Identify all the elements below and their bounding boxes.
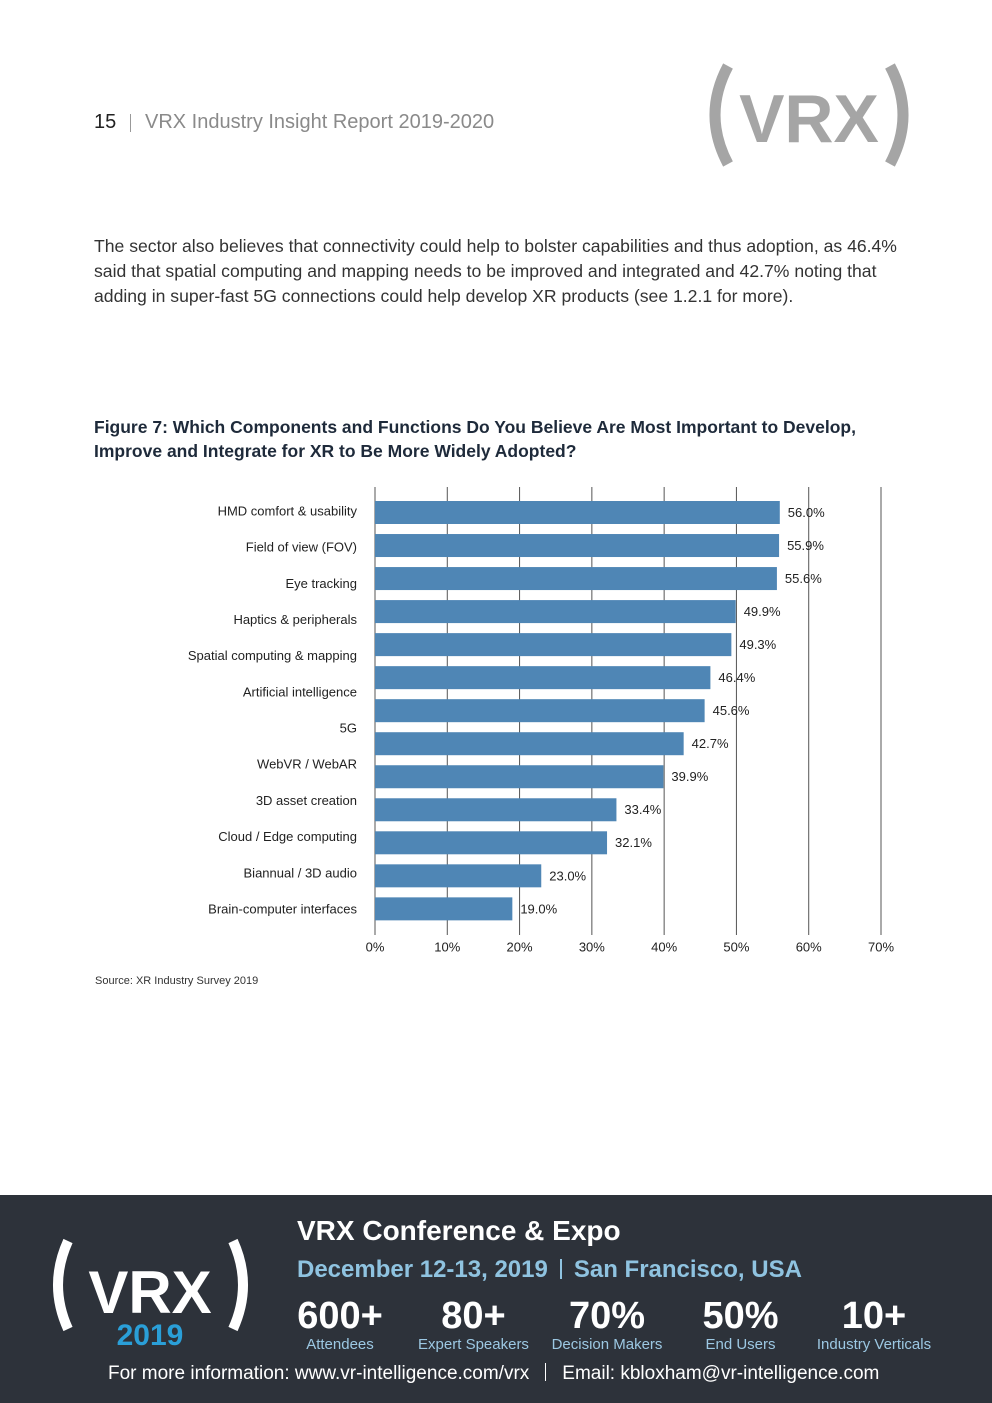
header-logo: VRX: [709, 63, 909, 167]
y-tick-label: Field of view (FOV): [246, 540, 357, 555]
value-label: 46.4%: [718, 670, 755, 685]
separator: [130, 114, 131, 132]
value-label: 55.9%: [787, 538, 824, 553]
event-location: San Francisco, USA: [573, 1256, 802, 1283]
event-dates: December 12-13, 2019: [297, 1256, 548, 1283]
footer: VRX 2019 VRX Conference & Expo December …: [0, 1195, 992, 1403]
bar: [375, 600, 736, 624]
x-tick-label: 50%: [723, 939, 749, 954]
y-tick-label: 3D asset creation: [256, 793, 357, 808]
bar: [375, 567, 777, 591]
x-tick-label: 0%: [366, 939, 385, 954]
chart-title: Figure 7: Which Components and Functions…: [94, 417, 856, 461]
logo-paren: [228, 1238, 248, 1332]
y-tick-label: 5G: [340, 721, 357, 736]
y-tick-label: Haptics & peripherals: [233, 612, 357, 627]
logo-paren: [885, 63, 909, 167]
x-tick-label: 60%: [796, 939, 822, 954]
stat: 600+ Attendees: [270, 1295, 410, 1353]
value-label: 49.3%: [739, 637, 776, 652]
bar: [375, 831, 608, 855]
stat-value: 10+: [841, 1295, 907, 1337]
value-label: 55.6%: [785, 571, 822, 586]
stat-value: 70%: [568, 1295, 646, 1337]
bar: [375, 633, 732, 657]
stat: 50% End Users: [671, 1295, 811, 1353]
stat: 10+ Industry Verticals: [804, 1295, 944, 1353]
x-tick-label: 20%: [507, 939, 533, 954]
intro-paragraph: The sector also believes that connectivi…: [94, 236, 897, 306]
bar: [375, 732, 684, 756]
y-tick-label: WebVR / WebAR: [257, 757, 357, 772]
stat-value: 80+: [441, 1295, 506, 1337]
value-label: 56.0%: [788, 505, 825, 520]
stat-label: Expert Speakers: [418, 1336, 529, 1353]
stat: 80+ Expert Speakers: [404, 1295, 544, 1353]
stat-value: 50%: [702, 1295, 779, 1337]
bar: [375, 666, 711, 690]
bar: [375, 897, 513, 921]
y-tick-label: Eye tracking: [285, 576, 357, 591]
x-tick-label: 30%: [579, 939, 605, 954]
stat-label: Decision Makers: [551, 1336, 663, 1353]
value-label: 39.9%: [671, 769, 708, 784]
stat-label: Industry Verticals: [816, 1336, 932, 1353]
header-title: VRX Industry Insight Report 2019-2020: [145, 111, 495, 133]
logo-text: VRX: [739, 81, 879, 157]
value-label: 42.7%: [692, 736, 729, 751]
y-tick-label: Brain-computer interfaces: [208, 901, 357, 916]
bar: [375, 864, 542, 888]
x-tick-label: 70%: [868, 939, 894, 954]
logo-year: 2019: [117, 1319, 184, 1352]
bar: [375, 765, 664, 789]
value-label: 45.6%: [713, 703, 750, 718]
bar: [375, 798, 617, 822]
event-details: December 12-13, 2019 San Francisco, USA: [297, 1256, 802, 1284]
stat-label: End Users: [705, 1336, 776, 1353]
footer-logo: VRX 2019: [53, 1238, 248, 1352]
value-label: 19.0%: [520, 901, 557, 916]
contact-info: For more information: www.vr-intelligenc…: [108, 1363, 879, 1385]
value-label: 49.9%: [744, 604, 781, 619]
bar: [375, 501, 780, 524]
separator: [545, 1363, 547, 1381]
value-label: 23.0%: [549, 868, 586, 883]
bar: [375, 534, 780, 558]
logo-text: VRX: [88, 1259, 211, 1326]
chart-source: Source: XR Industry Survey 2019: [95, 975, 259, 987]
y-tick-label: Artificial intelligence: [243, 684, 357, 699]
y-tick-label: HMD comfort & usability: [218, 503, 358, 518]
stat-value: 600+: [297, 1295, 383, 1337]
separator: [559, 1259, 562, 1279]
y-tick-label: Cloud / Edge computing: [218, 829, 357, 844]
x-tick-label: 40%: [651, 939, 677, 954]
email: Email: kbloxham@vr-intelligence.com: [562, 1363, 880, 1384]
website: For more information: www.vr-intelligenc…: [108, 1363, 530, 1384]
value-label: 32.1%: [615, 835, 652, 850]
chart: 0% 10% 20% 30% 40% 50% 60% 70% 56.0% 55.9% 55.6% 49…: [188, 487, 894, 954]
x-tick-label: 10%: [434, 939, 460, 954]
event-title: VRX Conference & Expo: [297, 1215, 621, 1246]
y-tick-label: Biannual / 3D audio: [244, 865, 357, 880]
logo-paren: [709, 63, 733, 167]
y-tick-label: Spatial computing & mapping: [188, 648, 357, 663]
logo-paren: [53, 1238, 73, 1332]
bar: [375, 699, 705, 723]
stat-label: Attendees: [306, 1336, 374, 1353]
value-label: 33.4%: [624, 802, 661, 817]
page-number: 15: [94, 111, 117, 133]
stat: 70% Decision Makers: [537, 1295, 677, 1353]
